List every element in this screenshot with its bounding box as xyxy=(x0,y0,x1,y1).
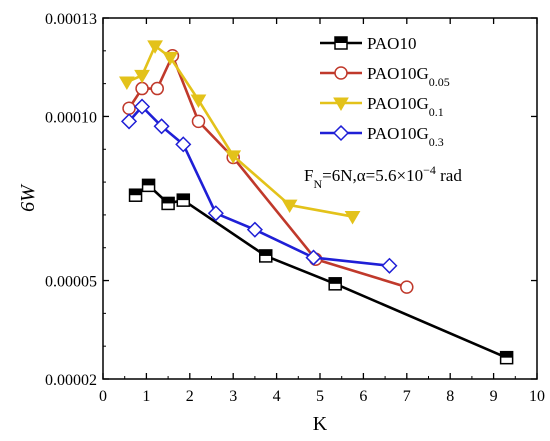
x-tick-label: 8 xyxy=(446,388,454,405)
diamond-marker xyxy=(381,257,398,274)
legend-item: PAO10G0.1 xyxy=(320,94,444,119)
x-tick-label: 9 xyxy=(490,388,498,405)
x-tick-label: 4 xyxy=(273,388,281,405)
circle-marker xyxy=(150,81,164,96)
square-marker xyxy=(176,193,191,207)
square-marker xyxy=(334,36,348,50)
x-tick-label: 10 xyxy=(529,388,545,405)
series-0 xyxy=(128,178,514,365)
square-marker xyxy=(128,188,143,202)
y-tick-label: 0.00010 xyxy=(45,109,97,126)
legend-label: PAO10 xyxy=(367,34,416,53)
circle-marker xyxy=(191,114,206,129)
x-tick-label: 6 xyxy=(359,388,367,405)
x-tick-label: 5 xyxy=(316,388,324,405)
legend-item: PAO10G0.3 xyxy=(320,124,444,149)
circle-marker xyxy=(400,280,414,294)
square-marker xyxy=(328,277,342,291)
triangle-marker xyxy=(147,40,163,54)
x-tick-label: 2 xyxy=(186,388,194,405)
square-marker xyxy=(499,350,514,365)
diamond-marker xyxy=(175,136,192,153)
axes: 0 1 2 3 4 5 6 7 8 9 10 0.00002 0.00005 0.00010 0.00013… xyxy=(17,11,545,435)
triangle-marker xyxy=(281,199,298,214)
triangle-marker xyxy=(190,94,207,109)
diamond-marker xyxy=(153,118,170,135)
circle-marker xyxy=(122,101,136,115)
triangle-marker xyxy=(134,69,150,84)
annotation-layer: FN=6N,α=5.6×10−4 rad xyxy=(304,163,462,191)
y-axis-label: 6W xyxy=(17,183,39,212)
y-tick-label: 0.00002 xyxy=(45,372,97,389)
legend-label: PAO10G0.1 xyxy=(367,94,444,119)
series-2 xyxy=(118,40,361,225)
diamond-marker xyxy=(332,124,350,142)
x-axis-label: K xyxy=(313,413,328,435)
square-marker xyxy=(259,249,273,263)
x-tick-label: 0 xyxy=(99,388,107,405)
triangle-marker xyxy=(162,51,179,66)
y-tick-label: 0.00013 xyxy=(45,11,97,28)
legend-item: PAO10G0.05 xyxy=(320,64,450,89)
legend-item: PAO10 xyxy=(320,34,416,53)
circle-marker xyxy=(135,81,149,96)
load-annotation: FN=6N,α=5.6×10−4 rad xyxy=(304,163,462,191)
series-3 xyxy=(120,98,398,274)
diamond-marker xyxy=(305,249,322,266)
diamond-marker xyxy=(246,221,263,238)
square-marker xyxy=(141,178,156,193)
series-line xyxy=(128,105,390,268)
legend: PAO10 PAO10G0.05 PAO10G0.1 PAO10G0.3 xyxy=(320,34,450,149)
legend-label: PAO10G0.05 xyxy=(367,64,450,89)
diamond-marker xyxy=(120,113,138,130)
square-marker xyxy=(161,196,175,211)
diamond-marker xyxy=(207,205,224,222)
x-tick-label: 1 xyxy=(142,388,150,405)
triangle-marker xyxy=(333,97,349,111)
triangle-marker xyxy=(225,150,242,164)
series-layer xyxy=(118,40,514,365)
legend-label: PAO10G0.3 xyxy=(367,124,444,149)
triangle-marker xyxy=(344,211,361,225)
x-tick-label: 7 xyxy=(403,388,411,405)
y-tick-label: 0.00005 xyxy=(45,274,97,291)
circle-marker xyxy=(334,66,348,80)
triangle-marker xyxy=(118,76,135,90)
x-tick-label: 3 xyxy=(229,388,237,405)
diamond-marker xyxy=(133,98,151,115)
